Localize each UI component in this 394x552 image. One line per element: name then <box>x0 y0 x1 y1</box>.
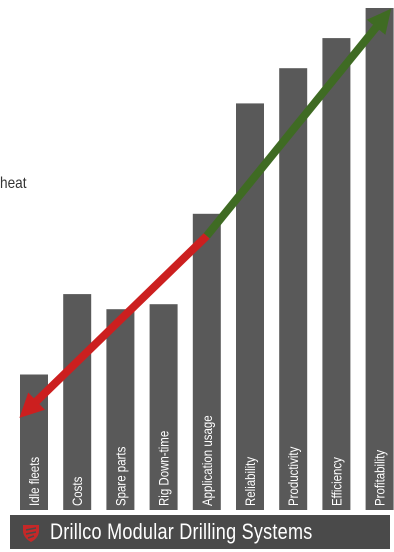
bar-label: Profitability <box>371 449 387 506</box>
trend-line-red <box>19 232 210 418</box>
stray-text: heat <box>0 175 27 192</box>
trend-line-group <box>19 8 392 418</box>
bar-label: Productivity <box>285 446 301 506</box>
bar-efficiency <box>322 38 351 510</box>
bar-spare-parts <box>106 309 135 510</box>
logo-stripe <box>27 535 35 539</box>
footer-banner: Drillco Modular Drilling Systems <box>10 515 390 549</box>
bar-label: Reliability <box>242 456 258 506</box>
bar-label: Rig Down-time <box>155 431 171 506</box>
bar-label: Application usage <box>199 415 215 506</box>
logo-stripe <box>25 531 37 535</box>
bars-group <box>20 8 394 511</box>
bar-labels-group: Idle fleets Costs Spare parts Rig Down-time… <box>26 415 388 506</box>
bar-label: Idle fleets <box>26 457 42 506</box>
drillco-logo-icon <box>23 525 39 542</box>
bar-label: Efficiency <box>328 457 344 506</box>
footer-title: Drillco Modular Drilling Systems <box>50 519 313 544</box>
bar-label: Costs <box>69 477 85 506</box>
trend-line-green <box>203 8 392 239</box>
logo-stripe <box>25 527 37 531</box>
bar-label: Spare parts <box>112 447 128 506</box>
bar-costs <box>63 294 92 510</box>
bar-rig-down-time <box>149 304 178 510</box>
bar-application-usage <box>192 213 221 511</box>
bar-profitability <box>365 8 394 510</box>
